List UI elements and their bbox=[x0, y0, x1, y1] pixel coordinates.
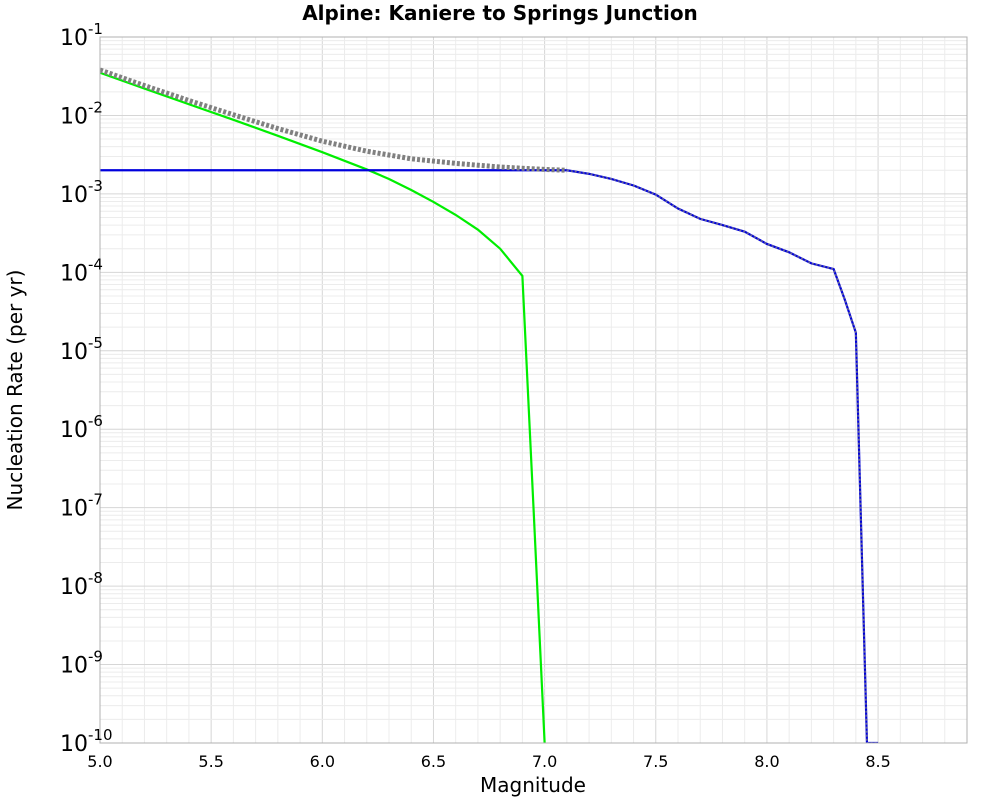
y-tick-label: 10-4 bbox=[60, 255, 103, 286]
y-tick-label: 10-9 bbox=[60, 648, 103, 679]
y-axis-label: Nucleation Rate (per yr) bbox=[3, 270, 27, 511]
x-tick-label: 6.5 bbox=[421, 752, 446, 771]
series-line-gray-dotted bbox=[100, 67, 567, 173]
x-tick-label: 5.5 bbox=[198, 752, 223, 771]
plot-frame bbox=[99, 36, 968, 744]
x-tick-label: 8.0 bbox=[754, 752, 779, 771]
x-axis-label: Magnitude bbox=[480, 773, 586, 797]
series-line-blue bbox=[100, 169, 879, 743]
y-tick-label: 10-7 bbox=[60, 491, 103, 522]
y-axis: 10-1 10-2 10-3 10-4 10-5 10-6 10-7 10-8 10-9 10-1… bbox=[60, 20, 113, 757]
x-tick-label: 6.0 bbox=[310, 752, 335, 771]
x-axis: 5.0 5.5 6.0 6.5 7.0 7.5 8.0 8.5 bbox=[87, 752, 891, 771]
y-tick-label: 10-6 bbox=[60, 412, 103, 443]
x-tick-label: 5.0 bbox=[87, 752, 112, 771]
y-tick-label: 10-2 bbox=[60, 98, 103, 129]
x-tick-label: 8.5 bbox=[865, 752, 890, 771]
y-tick-label: 10-8 bbox=[60, 569, 103, 600]
grid bbox=[99, 37, 968, 744]
x-tick-label: 7.0 bbox=[532, 752, 557, 771]
x-tick-label: 7.5 bbox=[643, 752, 668, 771]
y-tick-label: 10-10 bbox=[60, 726, 113, 757]
series-group bbox=[100, 67, 879, 743]
y-tick-label: 10-1 bbox=[60, 20, 103, 51]
series-line-green bbox=[100, 71, 546, 743]
series-line-total-overlay bbox=[566, 169, 879, 743]
chart-title: Alpine: Kaniere to Springs Junction bbox=[302, 1, 698, 25]
y-tick-label: 10-3 bbox=[60, 177, 103, 208]
y-tick-label: 10-5 bbox=[60, 334, 103, 365]
